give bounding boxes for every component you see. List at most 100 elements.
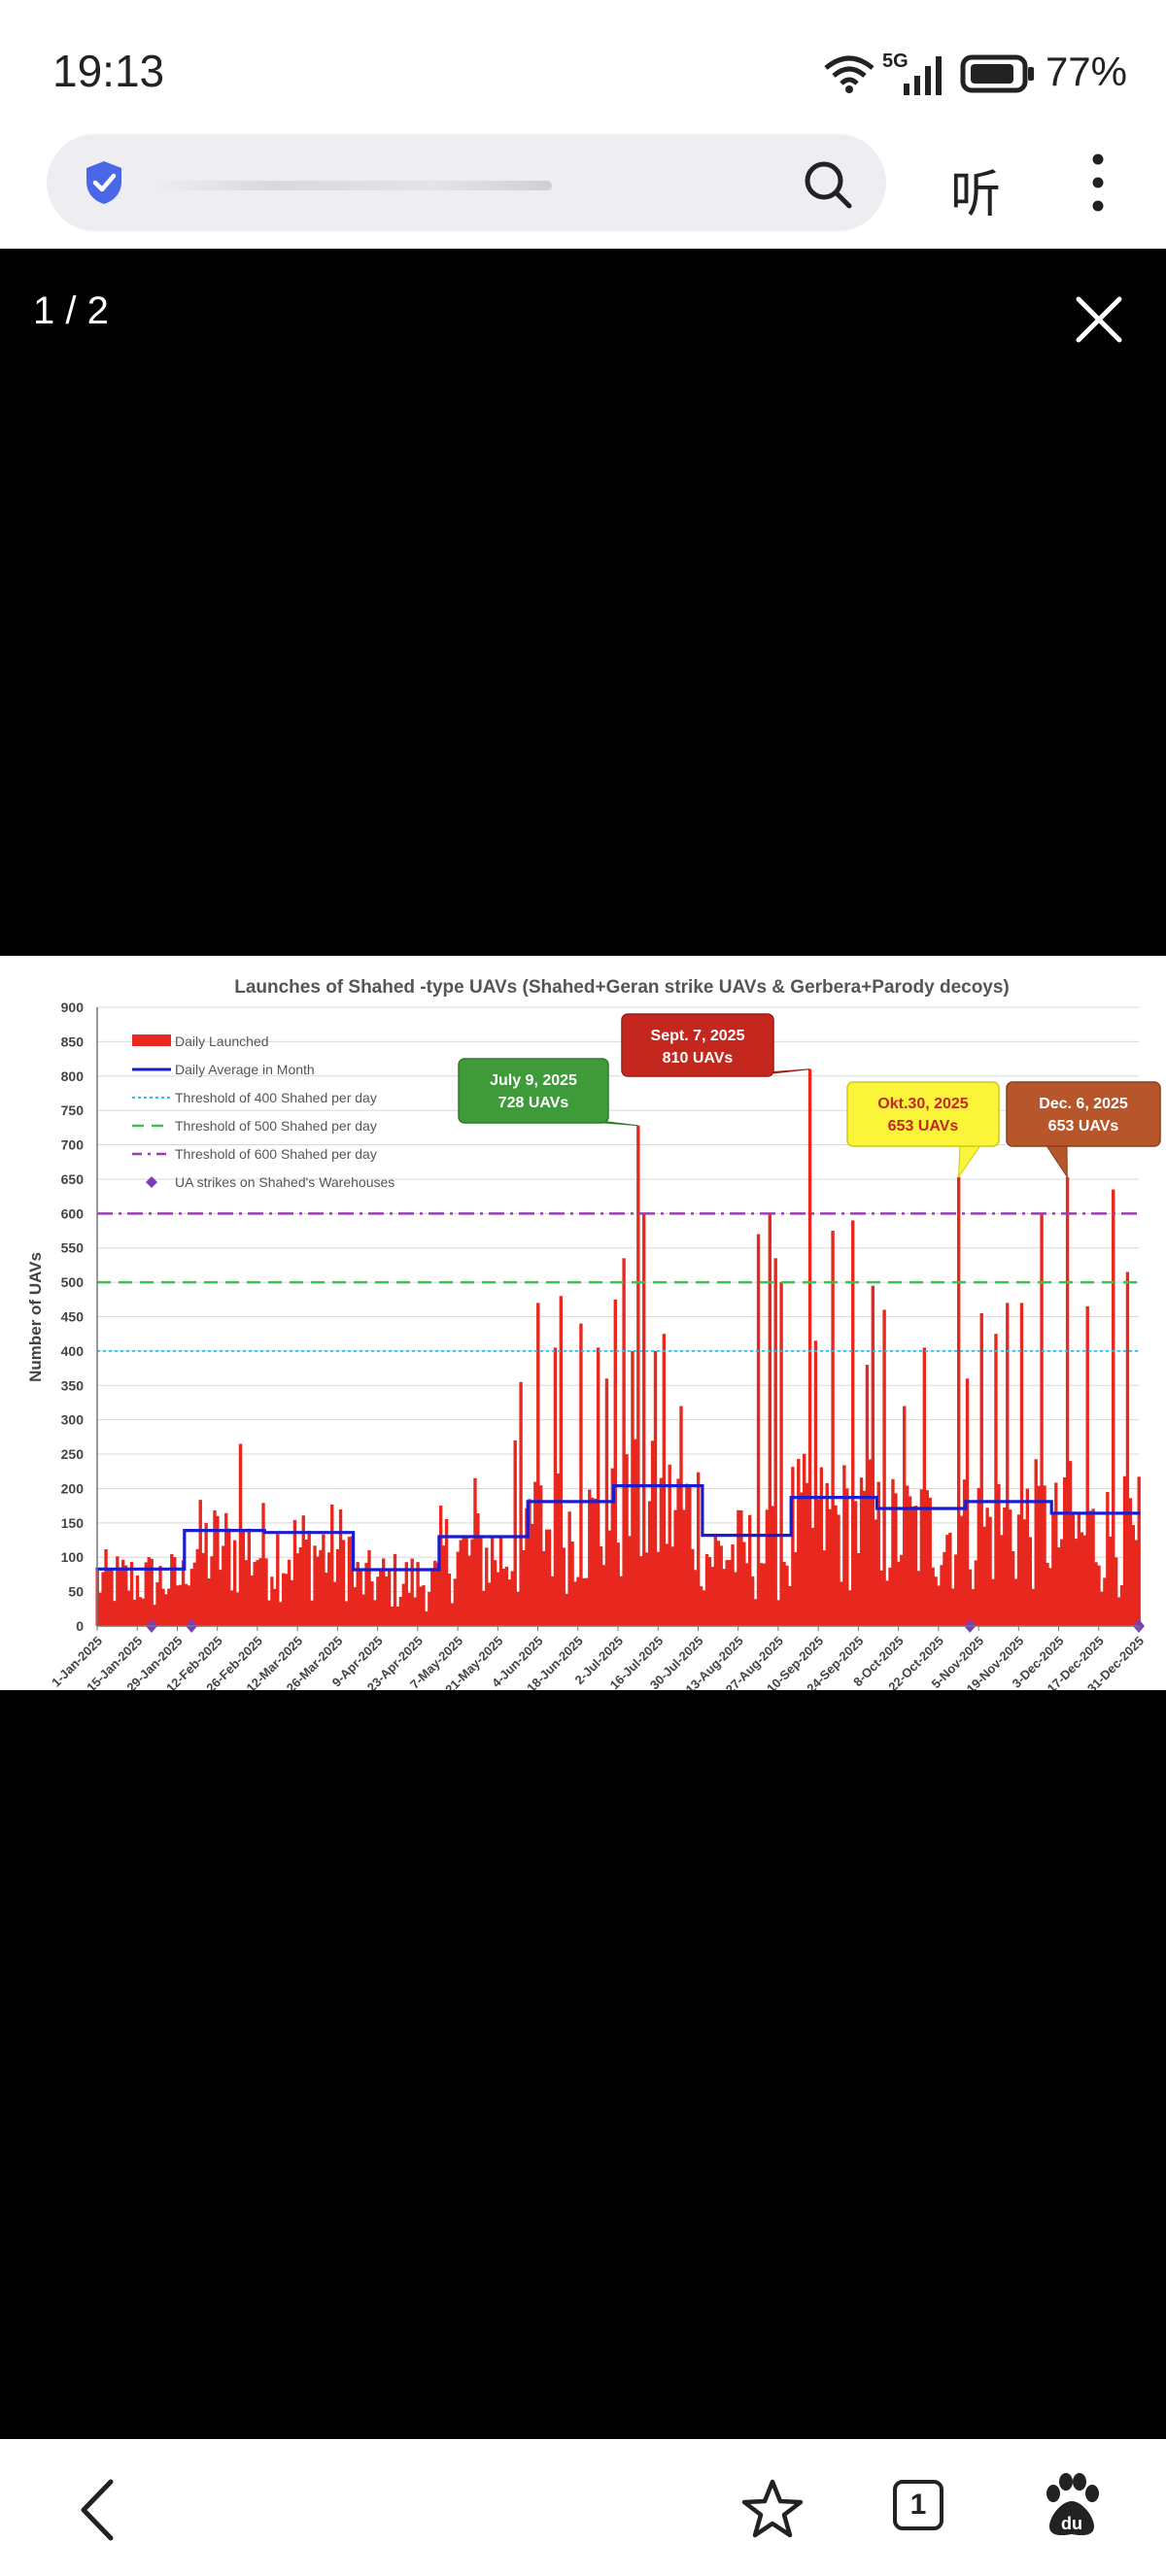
daily-bar — [364, 1562, 368, 1626]
svg-text:du: du — [1061, 2514, 1082, 2533]
daily-bar — [562, 1547, 566, 1626]
daily-bar — [934, 1576, 938, 1626]
daily-bar — [413, 1597, 417, 1626]
daily-bar — [951, 1588, 955, 1626]
y-tick-label: 750 — [61, 1102, 85, 1118]
close-icon[interactable] — [1075, 295, 1123, 344]
daily-bar — [126, 1590, 131, 1626]
chart-image[interactable]: 0 50 100 150 200 250 300 350 400 450 500 550 600 650 7… — [0, 956, 1166, 1697]
daily-bar — [550, 1576, 555, 1626]
y-tick-label: 50 — [68, 1584, 84, 1600]
daily-bar — [1114, 1557, 1118, 1626]
daily-bar — [525, 1508, 529, 1626]
daily-bar — [616, 1542, 620, 1626]
daily-bar — [768, 1213, 772, 1626]
daily-bar — [685, 1483, 689, 1626]
daily-bar — [98, 1592, 102, 1626]
daily-bar — [925, 1490, 929, 1626]
daily-bar — [101, 1572, 105, 1626]
daily-bar — [376, 1576, 380, 1626]
daily-bar — [634, 1439, 637, 1626]
y-tick-label: 100 — [61, 1549, 85, 1565]
daily-bar — [940, 1565, 943, 1626]
daily-bar — [1106, 1492, 1110, 1626]
daily-bar — [416, 1562, 420, 1626]
daily-bar — [113, 1601, 117, 1626]
daily-bar — [725, 1560, 729, 1626]
daily-bar — [121, 1559, 125, 1626]
daily-bar — [750, 1576, 755, 1626]
annotation-pointer — [1045, 1143, 1068, 1179]
daily-bar — [216, 1515, 220, 1626]
signal-icon — [904, 56, 942, 95]
daily-bar — [453, 1578, 458, 1626]
daily-bar — [238, 1443, 243, 1626]
tabs-button[interactable]: 1 — [893, 2480, 943, 2530]
daily-bar — [897, 1561, 901, 1626]
daily-bar — [507, 1579, 511, 1626]
bookmark-star-icon[interactable] — [740, 2478, 805, 2540]
daily-bar — [161, 1588, 165, 1626]
legend-label: Threshold of 500 Shahed per day — [175, 1118, 377, 1134]
daily-bar — [132, 1599, 137, 1626]
daily-bar — [782, 1561, 786, 1626]
daily-bar — [625, 1454, 629, 1626]
daily-bar — [298, 1546, 303, 1626]
daily-bar — [1048, 1568, 1052, 1626]
y-tick-label: 550 — [61, 1240, 85, 1256]
daily-bar — [187, 1585, 191, 1626]
daily-bar — [599, 1546, 603, 1626]
url-text — [154, 181, 552, 190]
daily-bar — [739, 1509, 743, 1626]
y-tick-label: 500 — [61, 1274, 85, 1290]
daily-bar — [985, 1508, 989, 1626]
daily-bar — [702, 1590, 706, 1626]
more-menu-icon[interactable] — [1088, 153, 1108, 212]
y-tick-label: 200 — [61, 1480, 85, 1496]
baidu-paw-icon[interactable]: du — [1040, 2472, 1104, 2540]
daily-bar — [1074, 1539, 1079, 1626]
daily-bar — [670, 1546, 674, 1626]
legend-label: Daily Average in Month — [175, 1062, 315, 1077]
daily-bar — [570, 1542, 574, 1626]
daily-bar — [528, 1499, 532, 1626]
daily-bar — [1131, 1525, 1136, 1626]
listen-button[interactable]: 听 — [950, 166, 1002, 224]
daily-bar — [631, 1350, 634, 1626]
daily-bar — [748, 1514, 752, 1626]
legend-label: Threshold of 400 Shahed per day — [175, 1090, 377, 1105]
daily-bar — [428, 1591, 431, 1626]
daily-bar — [776, 1600, 780, 1626]
chart-bars — [95, 1068, 1141, 1626]
daily-bar — [601, 1565, 606, 1626]
daily-bar — [1128, 1498, 1133, 1626]
daily-bar — [104, 1548, 108, 1626]
daily-bar — [1062, 1476, 1067, 1626]
daily-bar — [831, 1231, 835, 1626]
daily-bar — [845, 1488, 849, 1626]
daily-bar — [819, 1467, 824, 1626]
annotation-box — [1006, 1081, 1161, 1147]
daily-bar — [184, 1583, 189, 1626]
daily-bar — [1034, 1459, 1038, 1626]
annotation-box — [458, 1058, 609, 1124]
daily-bar — [435, 1562, 440, 1626]
daily-bar — [395, 1606, 400, 1626]
daily-bar — [1137, 1476, 1141, 1626]
daily-bar — [567, 1511, 571, 1626]
daily-bar — [919, 1489, 924, 1626]
daily-bar — [802, 1453, 806, 1626]
daily-bar — [253, 1562, 257, 1626]
daily-bar — [882, 1309, 886, 1626]
daily-bar — [319, 1549, 323, 1626]
daily-bar — [688, 1485, 692, 1626]
daily-bar — [943, 1551, 946, 1626]
legend-label: Threshold of 600 Shahed per day — [175, 1146, 377, 1162]
search-icon[interactable] — [803, 159, 853, 210]
daily-bar — [287, 1559, 292, 1626]
back-icon[interactable] — [78, 2478, 117, 2542]
address-bar[interactable] — [47, 134, 886, 231]
daily-bar — [1068, 1461, 1073, 1626]
daily-bar — [644, 1552, 649, 1626]
daily-bar — [1060, 1539, 1064, 1626]
